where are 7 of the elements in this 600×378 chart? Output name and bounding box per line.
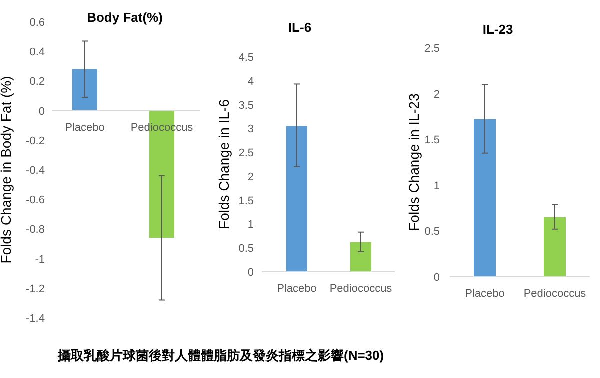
ylabel: Folds Change in Body Fat (%) — [0, 76, 14, 264]
ylabel: Folds Change in IL-23 — [406, 94, 422, 232]
title: Body Fat(%) — [87, 10, 163, 25]
annotation: 攝取乳酸片球菌後對人體體脂肪及發炎指標之影響(N=30) — [58, 348, 384, 363]
title: IL-23 — [482, 22, 514, 37]
ylabel: Folds Change in IL-6 — [216, 100, 232, 230]
title: IL-6 — [288, 20, 312, 35]
